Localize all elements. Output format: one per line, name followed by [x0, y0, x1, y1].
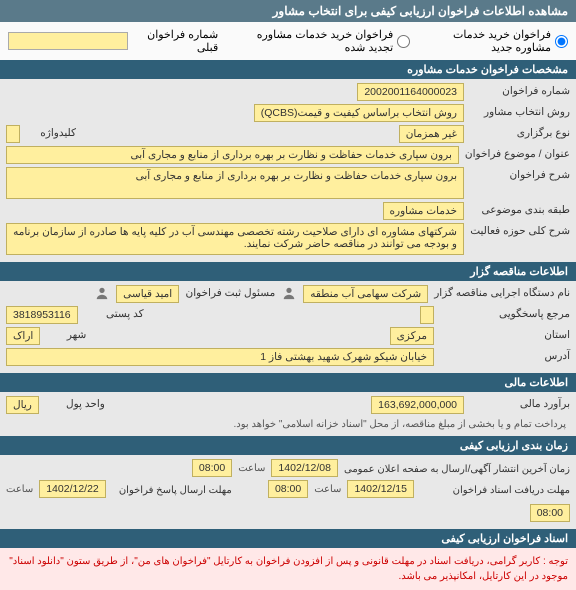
keyword-value — [6, 125, 20, 143]
address-label: آدرس — [440, 348, 570, 362]
address-value: خیابان شیکو شهرک شهید بهشتی فاز 1 — [6, 348, 434, 366]
hold-value: غیر همزمان — [399, 125, 464, 143]
section-client-body: نام دستگاه اجرایی مناقصه گزار شرکت سهامی… — [0, 281, 576, 373]
section-financial: اطلاعات مالی — [0, 373, 576, 392]
radio-renewed-input[interactable] — [397, 35, 410, 48]
receive-label: مهلت دریافت اسناد فراخوان — [420, 483, 570, 496]
page-title: مشاهده اطلاعات فراخوان ارزیابی کیفی برای… — [0, 0, 576, 22]
postal-value: 3818953116 — [6, 306, 78, 324]
hold-label: نوع برگزاری — [470, 125, 570, 139]
notice-text: توجه : کاربر گرامی، دریافت اسناد در مهلت… — [0, 548, 576, 590]
time-word: ساعت — [314, 484, 341, 495]
tender-number-label: شماره فراخوان — [470, 83, 570, 97]
reply-value — [420, 306, 434, 324]
section-schedule: زمان بندی ارزیابی کیفی — [0, 436, 576, 455]
currency-value: ریال — [6, 396, 39, 414]
section-tender-spec: مشخصات فراخوان خدمات مشاوره — [0, 60, 576, 79]
send-time: 08:00 — [530, 504, 570, 522]
city-label: شهر — [46, 327, 86, 341]
time-word: ساعت — [238, 463, 265, 474]
radio-new-label: فراخوان خرید خدمات مشاوره جدید — [422, 28, 551, 54]
user-icon — [281, 285, 297, 301]
class-value: خدمات مشاوره — [383, 202, 464, 220]
radio-new-input[interactable] — [555, 35, 568, 48]
tender-type-row: فراخوان خرید خدمات مشاوره جدید فراخوان خ… — [0, 22, 576, 60]
subject-value: برون سپاری خدمات حفاظت و نظارت بر بهره ب… — [6, 146, 459, 164]
reply-label: مرجع پاسخگویی — [440, 306, 570, 320]
city-value: اراک — [6, 327, 40, 345]
desc-value: برون سپاری خدمات حفاظت و نظارت بر بهره ب… — [6, 167, 464, 199]
section-client-info: اطلاعات مناقصه گزار — [0, 262, 576, 281]
province-label: استان — [440, 327, 570, 341]
section-schedule-body: زمان آخرین انتشار آگهی/ارسال به صفحه اعل… — [0, 455, 576, 529]
publish-date: 1402/12/08 — [271, 459, 338, 477]
payment-note: پرداخت تمام و یا بخشی از مبلغ مناقصه، از… — [6, 417, 570, 432]
desc-label: شرح فراخوان — [470, 167, 570, 181]
org-label: نام دستگاه اجرایی مناقصه گزار — [434, 285, 570, 299]
radio-new[interactable]: فراخوان خرید خدمات مشاوره جدید — [422, 28, 568, 54]
province-value: مرکزی — [390, 327, 434, 345]
class-label: طبقه بندی موضوعی — [470, 202, 570, 216]
receive-date: 1402/12/15 — [347, 480, 414, 498]
resp-value: امید قیاسی — [116, 285, 179, 303]
prev-number-input[interactable] — [8, 32, 128, 50]
method-label: روش انتخاب مشاور — [470, 104, 570, 118]
send-label: مهلت ارسال پاسخ فراخوان — [112, 483, 232, 496]
radio-renewed[interactable]: فراخوان خرید خدمات مشاوره تجدید شده — [242, 28, 410, 54]
receive-time: 08:00 — [268, 480, 308, 498]
publish-time: 08:00 — [192, 459, 232, 477]
currency-label: واحد پول — [45, 396, 105, 410]
estimate-label: برآورد مالی — [470, 396, 570, 410]
section-tender-spec-body: شماره فراخوان 2002001164000023 روش انتخا… — [0, 79, 576, 262]
section-documents: اسناد فراخوان ارزیابی کیفی — [0, 529, 576, 548]
radio-renewed-label: فراخوان خرید خدمات مشاوره تجدید شده — [242, 28, 393, 54]
resp-label: مسئول ثبت فراخوان — [185, 285, 275, 299]
time-word: ساعت — [6, 484, 33, 495]
send-date: 1402/12/22 — [39, 480, 106, 498]
keyword-label: کلیدواژه — [26, 125, 76, 139]
scope-label: شرح کلی حوزه فعالیت — [470, 223, 570, 237]
user-icon — [94, 285, 110, 301]
scope-value: شرکتهای مشاوره ای دارای صلاحیت رشته تخصص… — [6, 223, 464, 255]
section-financial-body: برآورد مالی 163,692,000,000 واحد پول ریا… — [0, 392, 576, 436]
prev-number-label: شماره فراخوان قبلی — [140, 28, 218, 54]
method-value: روش انتخاب براساس کیفیت و قیمت(QCBS) — [254, 104, 464, 122]
subject-label: عنوان / موضوع فراخوان — [465, 146, 570, 160]
tender-number-value: 2002001164000023 — [357, 83, 464, 101]
org-value: شرکت سهامی آب منطقه — [303, 285, 428, 303]
estimate-value: 163,692,000,000 — [371, 396, 464, 414]
postal-label: کد پستی — [84, 306, 144, 320]
publish-label: زمان آخرین انتشار آگهی/ارسال به صفحه اعل… — [344, 462, 570, 475]
